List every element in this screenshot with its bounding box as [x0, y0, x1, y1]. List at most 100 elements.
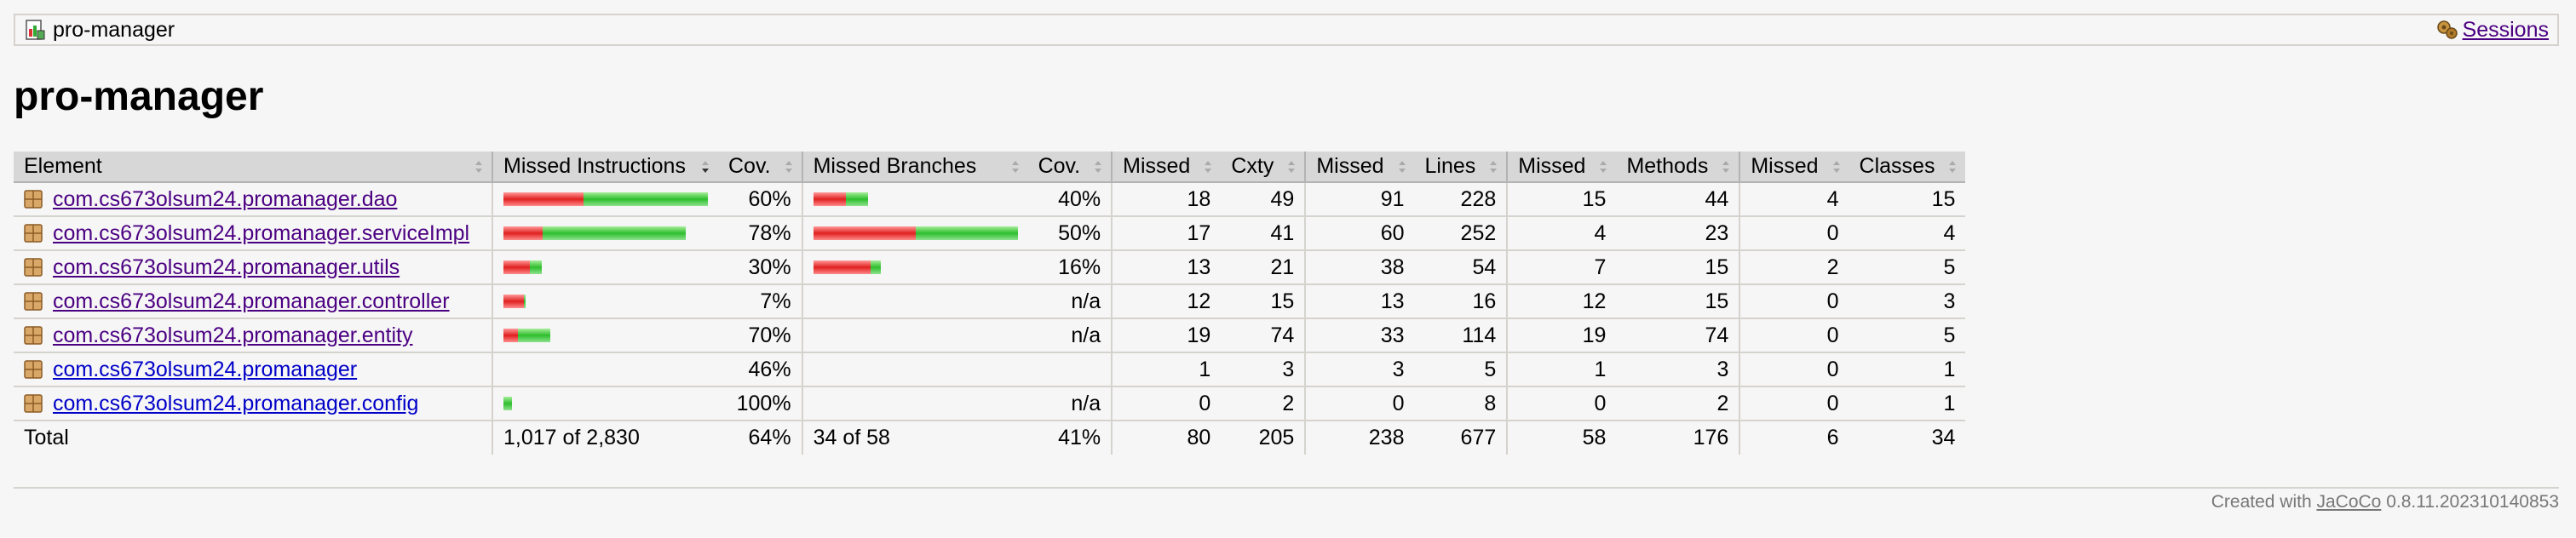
missed-classes-cell: 0 [1739, 352, 1849, 387]
classes-cell: 4 [1849, 216, 1966, 251]
bar-missed [813, 226, 916, 240]
lines-cell: 5 [1414, 352, 1508, 387]
package-link[interactable]: com.cs673olsum24.promanager.utils [53, 255, 400, 279]
methods-cell: 2 [1616, 386, 1740, 421]
bar-covered [518, 329, 550, 342]
bar-covered [524, 295, 526, 308]
missed-methods-cell: 7 [1506, 250, 1617, 285]
instruction-coverage-bar [503, 226, 708, 240]
element-cell: com.cs673olsum24.promanager.serviceImpl [14, 216, 492, 251]
element-cell: com.cs673olsum24.promanager.config [14, 386, 492, 421]
header-cov-branches[interactable]: Cov. [1027, 152, 1113, 183]
classes-cell: 5 [1849, 318, 1966, 353]
instruction-coverage-bar [503, 260, 708, 274]
header-cov-instructions[interactable]: Cov. [718, 152, 802, 183]
sort-icon [1095, 160, 1102, 173]
coverage-table: Element Missed Instructions Cov. Missed … [14, 152, 1966, 455]
missed-classes-cell: 0 [1739, 216, 1849, 251]
missed-instructions-cell [492, 182, 718, 217]
bar-missed [813, 260, 871, 274]
instr-cov-cell: 30% [718, 250, 802, 285]
missed-methods-cell: 1 [1506, 352, 1617, 387]
header-classes[interactable]: Classes [1849, 152, 1966, 183]
br-cov-cell: 16% [1027, 250, 1113, 285]
bar-covered [530, 260, 542, 274]
header-missed-methods[interactable]: Missed [1506, 152, 1617, 183]
header-missed-classes[interactable]: Missed [1739, 152, 1849, 183]
table-row: com.cs673olsum24.promanager.serviceImpl 7… [14, 216, 1966, 251]
methods-cell: 3 [1616, 352, 1740, 387]
footer-divider [14, 487, 2559, 489]
total-missed-cxty: 80 [1111, 421, 1222, 455]
header-missed-cxty[interactable]: Missed [1111, 152, 1222, 183]
cxty-cell: 2 [1221, 386, 1306, 421]
bar-covered [870, 260, 881, 274]
sessions-icon [2436, 20, 2458, 39]
total-missed-lines: 238 [1304, 421, 1415, 455]
instr-cov-cell: 70% [718, 318, 802, 353]
missed-branches-cell [801, 250, 1028, 285]
lines-cell: 8 [1414, 386, 1508, 421]
jacoco-link[interactable]: JaCoCo [2316, 492, 2382, 512]
missed-branches-cell [801, 386, 1028, 421]
instr-cov-cell: 78% [718, 216, 802, 251]
sessions-link[interactable]: Sessions [2462, 17, 2549, 42]
header-element[interactable]: Element [14, 152, 492, 183]
br-cov-cell: 40% [1027, 182, 1113, 217]
missed-instructions-cell [492, 386, 718, 421]
bar-missed [503, 260, 530, 274]
package-link[interactable]: com.cs673olsum24.promanager.dao [53, 186, 398, 211]
total-missed-methods: 58 [1506, 421, 1617, 455]
missed-lines-cell: 13 [1304, 284, 1415, 319]
header-missed-instructions[interactable]: Missed Instructions [492, 152, 718, 183]
cxty-cell: 3 [1221, 352, 1306, 387]
missed-lines-cell: 60 [1304, 216, 1415, 251]
footer-version: 0.8.11.202310140853 [2386, 492, 2559, 512]
header-missed-lines[interactable]: Missed [1304, 152, 1415, 183]
missed-branches-cell [801, 284, 1028, 319]
package-link[interactable]: com.cs673olsum24.promanager.config [53, 391, 419, 415]
total-methods: 176 [1693, 426, 1729, 449]
missed-methods-cell: 12 [1506, 284, 1617, 319]
header-missed-branches[interactable]: Missed Branches [801, 152, 1028, 183]
missed-methods-cell: 4 [1506, 216, 1617, 251]
cxty-cell: 21 [1221, 250, 1306, 285]
package-icon [24, 258, 43, 277]
cxty-cell: 74 [1221, 318, 1306, 353]
table-row: com.cs673olsum24.promanager.controller 7%… [14, 284, 1966, 319]
bar-missed [813, 192, 846, 206]
total-instr-cov: 64% [748, 426, 791, 449]
br-cov-cell: n/a [1027, 284, 1113, 319]
missed-instructions-cell [492, 352, 718, 387]
lines-cell: 228 [1414, 182, 1508, 217]
instruction-coverage-bar [503, 295, 708, 308]
missed-instructions-cell [492, 318, 718, 353]
breadcrumb-title: pro-manager [53, 17, 175, 42]
package-link[interactable]: com.cs673olsum24.promanager [53, 357, 358, 381]
header-lines[interactable]: Lines [1414, 152, 1508, 183]
package-link[interactable]: com.cs673olsum24.promanager.entity [53, 323, 413, 347]
table-row: com.cs673olsum24.promanager.config 100% n/… [14, 386, 1966, 421]
sort-icon [1205, 160, 1212, 173]
total-missed-instructions: 1,017 of 2,830 [492, 421, 718, 455]
element-cell: com.cs673olsum24.promanager.utils [14, 250, 492, 285]
table-total-row: Total 1,017 of 2,830 64% 34 of 58 41% 80… [14, 421, 1965, 455]
report-icon [26, 20, 45, 40]
package-link[interactable]: com.cs673olsum24.promanager.serviceImpl [53, 220, 470, 245]
missed-cxty-cell: 13 [1111, 250, 1222, 285]
header-cxty[interactable]: Cxty [1221, 152, 1306, 183]
table-header-row: Element Missed Instructions Cov. Missed … [14, 152, 1966, 183]
header-methods[interactable]: Methods [1616, 152, 1740, 183]
sort-icon [1398, 160, 1406, 173]
instruction-coverage-bar [503, 397, 708, 410]
instruction-coverage-bar [503, 192, 708, 206]
lines-cell: 16 [1414, 284, 1508, 319]
branch-coverage-bar [813, 226, 1018, 240]
sort-desc-icon [702, 160, 709, 173]
bar-missed [503, 192, 584, 206]
missed-lines-cell: 3 [1304, 352, 1415, 387]
bar-covered [543, 226, 686, 240]
missed-instructions-cell [492, 284, 718, 319]
missed-cxty-cell: 18 [1111, 182, 1222, 217]
package-link[interactable]: com.cs673olsum24.promanager.controller [53, 289, 450, 313]
